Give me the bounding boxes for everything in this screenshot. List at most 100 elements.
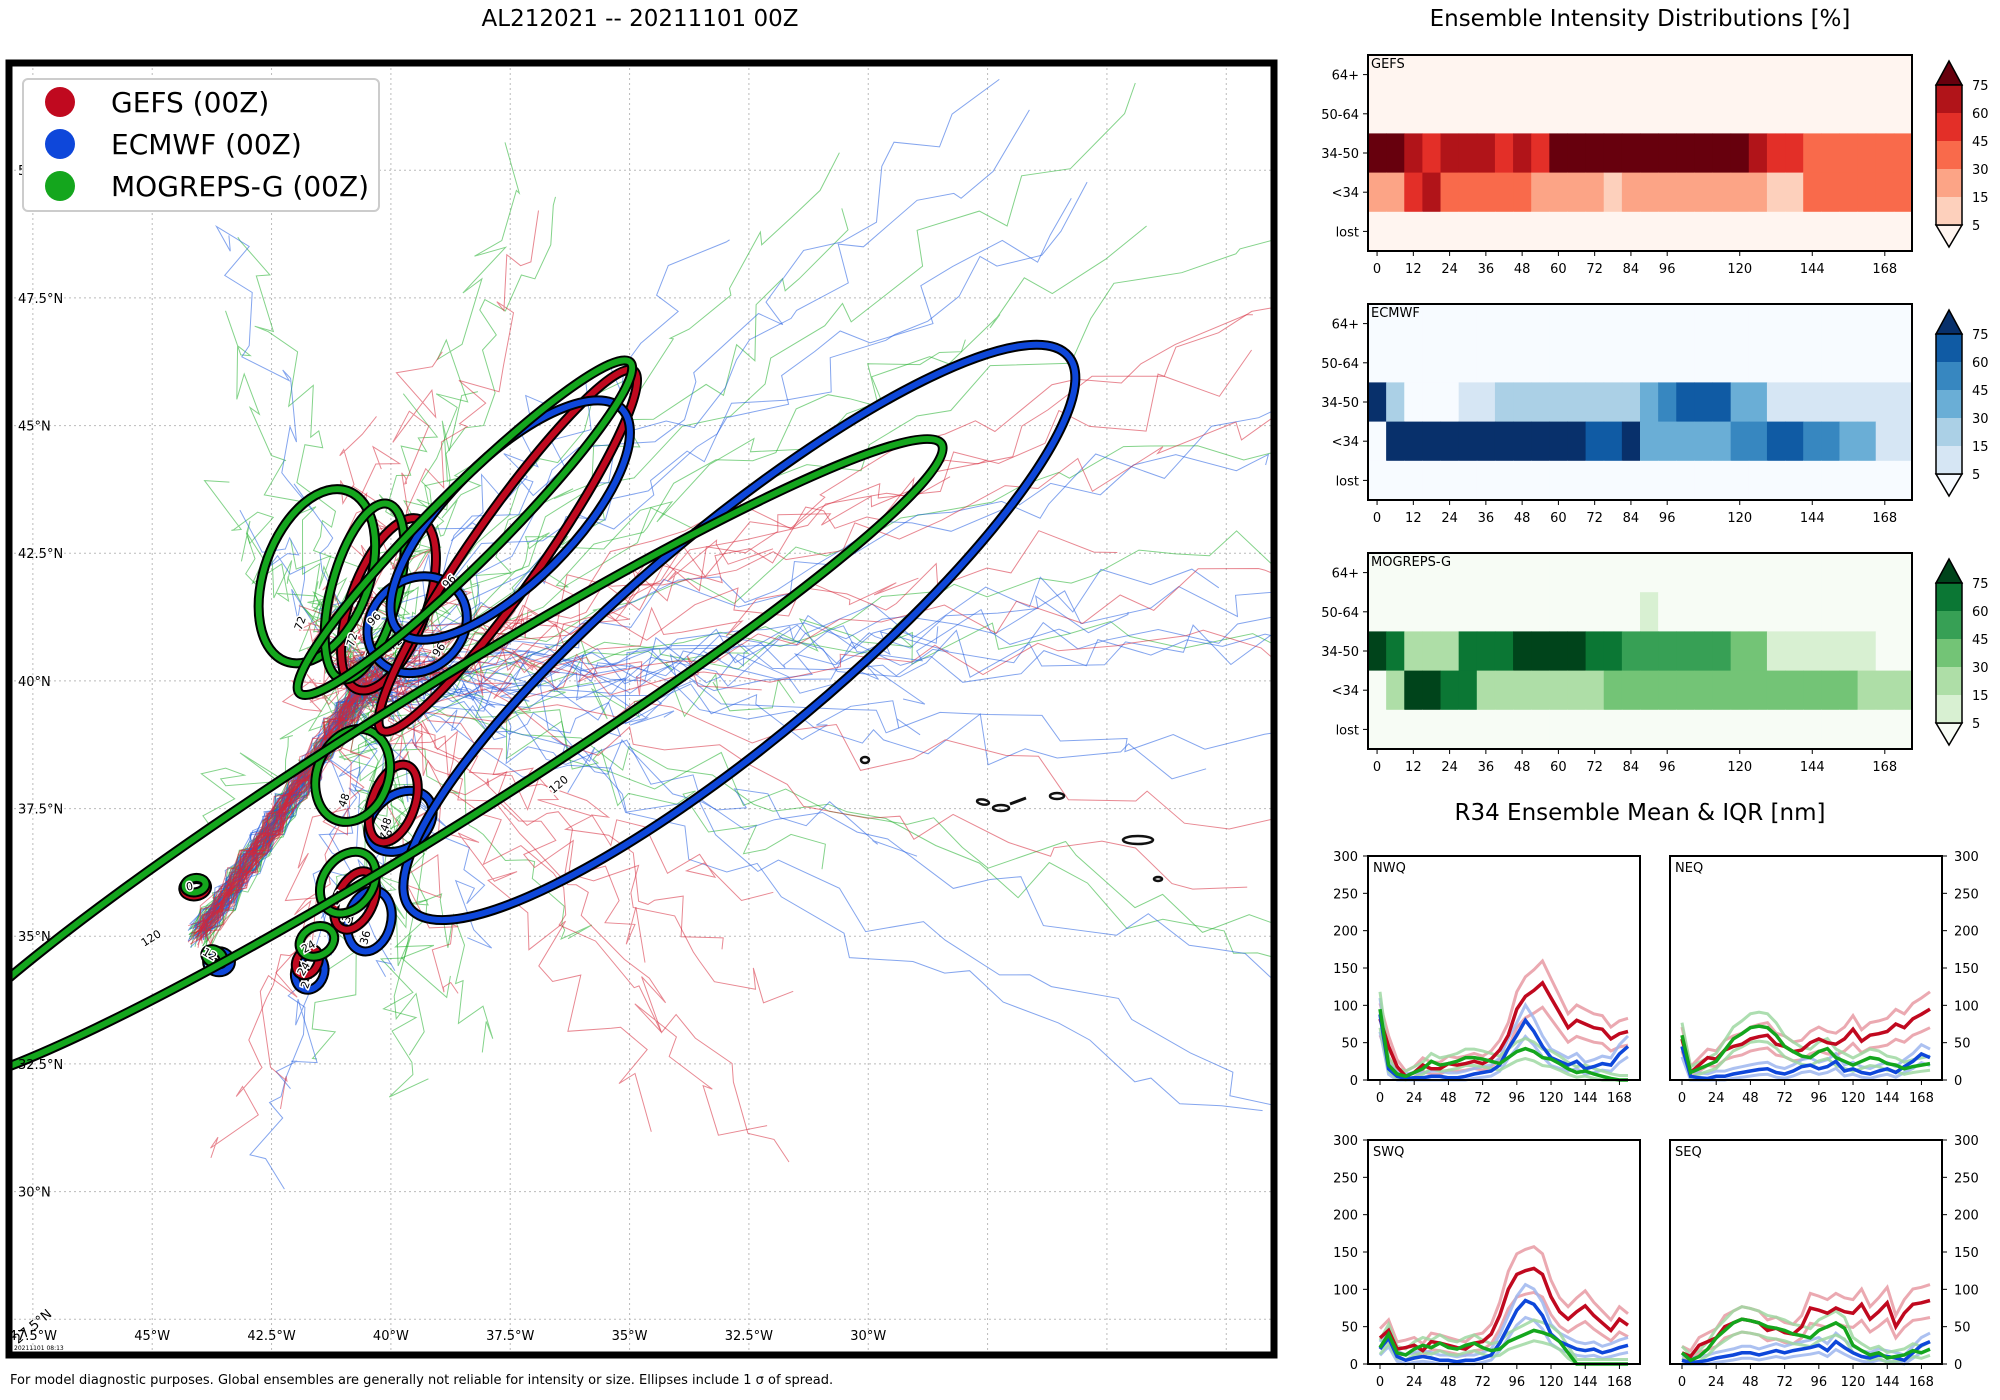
heatmap-cell bbox=[1821, 592, 1840, 632]
heatmap-cell bbox=[1766, 421, 1786, 462]
heatmap-cell bbox=[1785, 631, 1804, 672]
heatmap-cell bbox=[1875, 670, 1895, 711]
y-tick-label: 100 bbox=[1333, 1283, 1358, 1298]
y-tick-label: 0 bbox=[1350, 1074, 1358, 1089]
heatmap-cell bbox=[1386, 343, 1405, 383]
heatmap-cell bbox=[1621, 55, 1641, 95]
heatmap-cell bbox=[1658, 133, 1677, 174]
r34-iqr-lower bbox=[1681, 1330, 1931, 1366]
heatmap-cell bbox=[1893, 94, 1913, 134]
x-tick-label: 24 bbox=[1708, 1375, 1725, 1390]
map-legend: GEFS (00Z) ECMWF (00Z) MOGREPS-G (00Z) bbox=[22, 78, 380, 212]
lat-label: 47.5°N bbox=[18, 292, 63, 307]
heatmap-cell bbox=[1458, 670, 1478, 711]
heatmap-cell bbox=[1603, 382, 1623, 423]
x-tick-label: 168 bbox=[1607, 1375, 1632, 1390]
heatmap-cell bbox=[1712, 211, 1732, 252]
heatmap-cell bbox=[1440, 592, 1460, 632]
heatmap-cell bbox=[1567, 421, 1587, 462]
heatmap-cell bbox=[1476, 94, 1496, 134]
heatmap-cell bbox=[1658, 592, 1677, 632]
y-tick-label: <34 bbox=[1332, 435, 1359, 450]
heatmap-cell bbox=[1531, 94, 1550, 134]
y-tick-label: 150 bbox=[1954, 1246, 1979, 1261]
heatmap-cell bbox=[1440, 343, 1460, 383]
y-tick-label: 100 bbox=[1954, 999, 1979, 1014]
heatmap-cell bbox=[1386, 304, 1405, 344]
heatmap-cell bbox=[1567, 211, 1587, 252]
heatmap-cell bbox=[1549, 709, 1568, 750]
legend-marker-gefs bbox=[45, 87, 75, 117]
track-gefs bbox=[199, 210, 539, 941]
colorbar-arrow-top bbox=[1934, 59, 1964, 86]
heatmap-cell bbox=[1494, 670, 1514, 711]
heatmap-cell bbox=[1893, 382, 1913, 423]
heatmap-cell bbox=[1531, 553, 1550, 593]
heatmap-cell bbox=[1386, 133, 1405, 174]
x-tick-label: 0 bbox=[1373, 262, 1381, 277]
x-tick-label: 24 bbox=[1441, 760, 1458, 775]
legend-marker-ecmwf bbox=[45, 129, 75, 159]
y-tick-label: <34 bbox=[1332, 684, 1359, 699]
heatmap-cell bbox=[1422, 304, 1442, 344]
x-tick-label: 24 bbox=[1708, 1091, 1725, 1106]
r34-mean-gefs bbox=[1378, 1266, 1630, 1353]
y-tick-label: lost bbox=[1336, 225, 1359, 240]
heatmap-cell bbox=[1730, 211, 1750, 252]
heatmap-cell bbox=[1694, 382, 1714, 423]
heatmap-cell bbox=[1603, 592, 1623, 632]
heatmap-cell bbox=[1476, 55, 1496, 95]
heatmap-cell bbox=[1513, 94, 1532, 134]
heatmap-cell bbox=[1603, 172, 1623, 213]
heatmap-cell bbox=[1440, 709, 1460, 750]
r34-iqr-upper bbox=[1378, 958, 1629, 1074]
x-tick-label: 84 bbox=[1623, 511, 1640, 526]
heatmap-cell bbox=[1839, 211, 1859, 252]
heatmap-cell bbox=[1386, 172, 1405, 213]
heatmap-cell bbox=[1766, 343, 1786, 383]
map-timestamp: 20211101 08:13 bbox=[14, 1345, 64, 1352]
heatmap-model-name: MOGREPS-G bbox=[1371, 555, 1451, 570]
heatmap-cell bbox=[1839, 421, 1859, 462]
heatmap-cell bbox=[1368, 460, 1387, 501]
heatmap-cell bbox=[1875, 133, 1895, 174]
heatmap-cell bbox=[1549, 592, 1568, 632]
heatmap-cell bbox=[1458, 172, 1478, 213]
heatmap-cell bbox=[1567, 553, 1587, 593]
heatmap-cell bbox=[1621, 211, 1641, 252]
heatmap-cell bbox=[1730, 55, 1750, 95]
heatmap-cell bbox=[1839, 460, 1859, 501]
lat-label: 32.5°N bbox=[18, 1058, 63, 1073]
heatmap-cell bbox=[1621, 94, 1641, 134]
heatmap-cell bbox=[1531, 382, 1550, 423]
heatmap-cell bbox=[1803, 304, 1822, 344]
heatmap-cell bbox=[1658, 670, 1677, 711]
lon-label: 30°W bbox=[850, 1329, 886, 1344]
heatmap-cell bbox=[1458, 211, 1478, 252]
heatmap-cell bbox=[1513, 631, 1532, 672]
heatmap-cell bbox=[1585, 670, 1605, 711]
heatmap-cell bbox=[1549, 421, 1568, 462]
heatmap-cell bbox=[1839, 94, 1859, 134]
heatmap-cell bbox=[1839, 304, 1859, 344]
heatmap-cell bbox=[1803, 670, 1822, 711]
colorbar-segment bbox=[1936, 362, 1962, 390]
heatmap-cell bbox=[1386, 592, 1405, 632]
heatmap-cell bbox=[1621, 709, 1641, 750]
heatmap-cell bbox=[1621, 553, 1641, 593]
heatmap-cell bbox=[1513, 460, 1532, 501]
heatmap-cell bbox=[1621, 382, 1641, 423]
heatmap-cell bbox=[1875, 592, 1895, 632]
x-tick-label: 48 bbox=[1742, 1375, 1759, 1390]
r34-iqr-upper bbox=[1378, 991, 1628, 1077]
ellipse-gefs-24 bbox=[292, 945, 322, 979]
heatmap-cell bbox=[1748, 592, 1768, 632]
x-tick-label: 48 bbox=[1742, 1091, 1759, 1106]
ellipse-hour-label: 72 bbox=[344, 631, 360, 648]
heatmap-cell bbox=[1513, 709, 1532, 750]
legend-marker-mogreps bbox=[45, 171, 75, 201]
heatmap-cell bbox=[1476, 343, 1496, 383]
x-tick-label: 144 bbox=[1875, 1375, 1900, 1390]
r34-panel-neq: NEQ 0 50 100 150 200 250 300 0 24 48 72 96 120 144 168 bbox=[1669, 850, 1979, 1106]
heatmap-cell bbox=[1640, 382, 1659, 423]
